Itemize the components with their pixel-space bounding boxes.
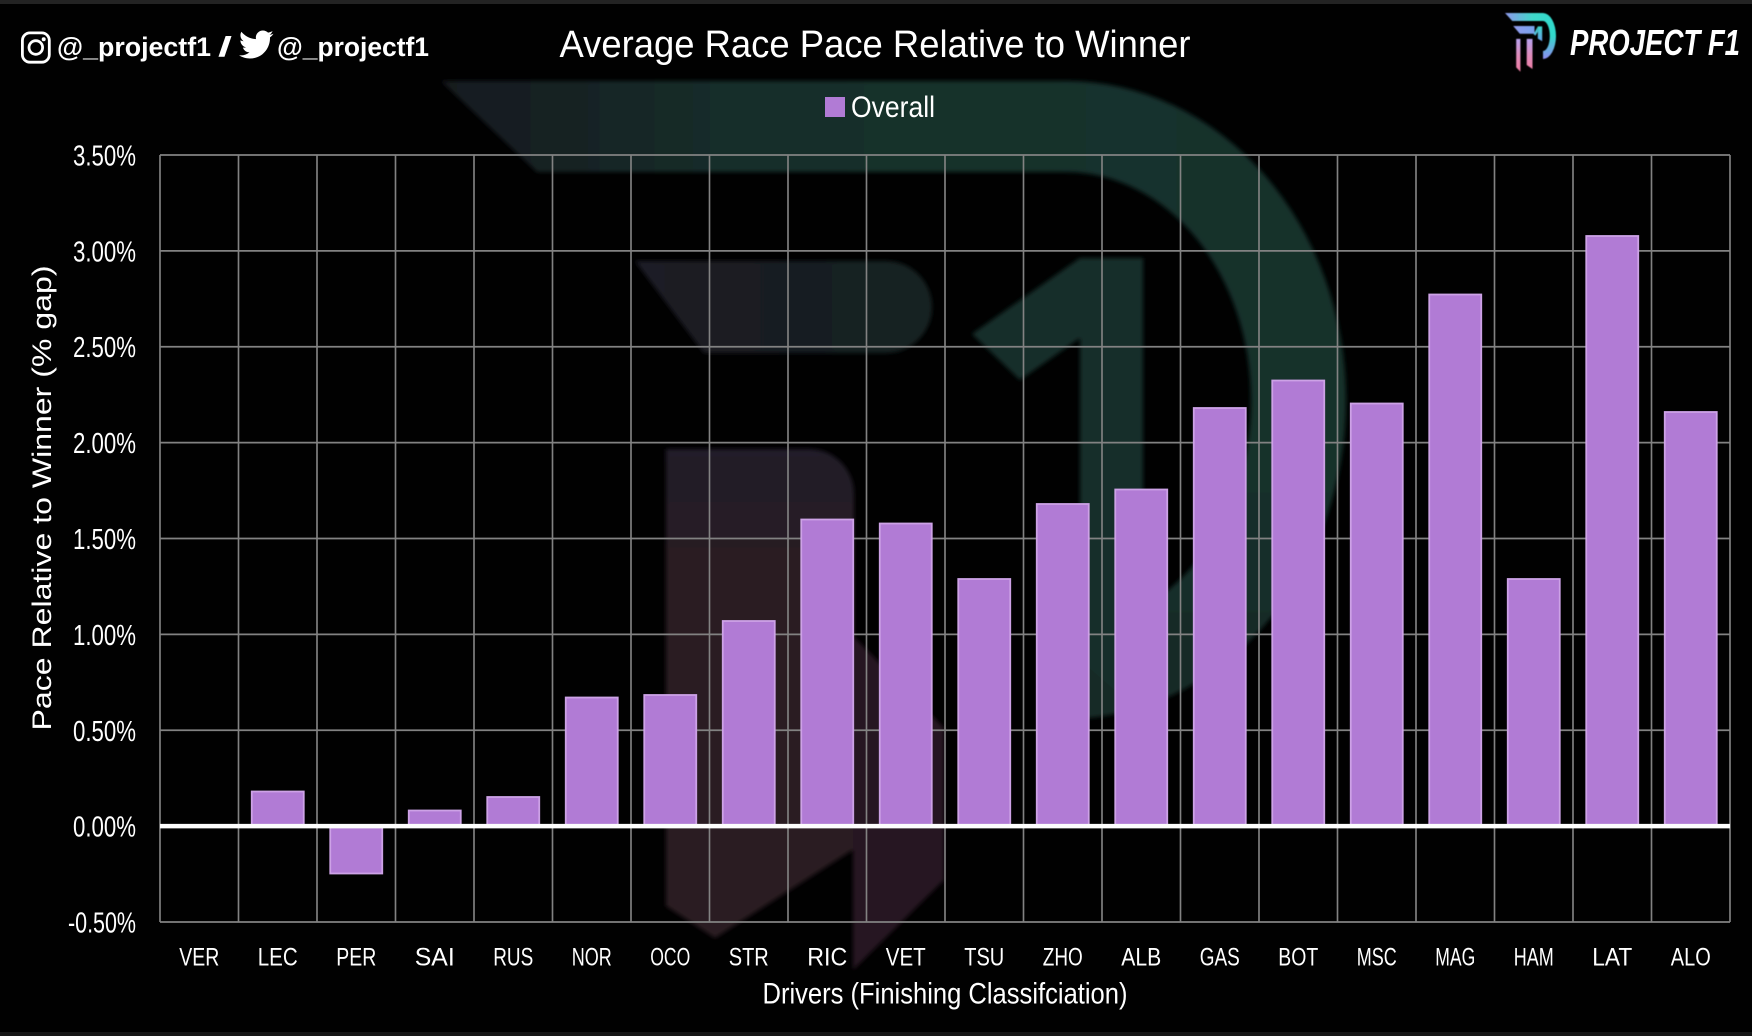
- svg-text:GAS: GAS: [1200, 944, 1240, 972]
- svg-text:RUS: RUS: [493, 944, 533, 972]
- svg-text:ALO: ALO: [1671, 944, 1711, 972]
- svg-text:STR: STR: [729, 944, 769, 972]
- svg-text:BOT: BOT: [1278, 944, 1318, 972]
- svg-text:VER: VER: [179, 944, 219, 972]
- svg-text:3.50%: 3.50%: [73, 141, 136, 173]
- svg-text:MAG: MAG: [1435, 944, 1475, 972]
- svg-text:PER: PER: [336, 944, 376, 972]
- svg-text:TSU: TSU: [964, 944, 1004, 972]
- svg-text:/: /: [218, 31, 232, 62]
- svg-text:-0.50%: -0.50%: [68, 908, 136, 940]
- svg-text:1.50%: 1.50%: [73, 524, 136, 556]
- svg-text:HAM: HAM: [1514, 944, 1554, 972]
- svg-text:RIC: RIC: [807, 944, 847, 972]
- svg-text:Overall: Overall: [851, 91, 935, 124]
- svg-text:PROJECT F1: PROJECT F1: [1570, 22, 1740, 63]
- svg-text:3.00%: 3.00%: [73, 236, 136, 268]
- svg-text:@_projectf1: @_projectf1: [277, 32, 429, 62]
- svg-text:VET: VET: [886, 944, 926, 972]
- svg-text:ALB: ALB: [1121, 944, 1161, 972]
- svg-text:Drivers (Finishing Classifciat: Drivers (Finishing Classifciation): [763, 978, 1128, 1011]
- svg-text:@_projectf1: @_projectf1: [57, 32, 211, 62]
- svg-text:LAT: LAT: [1592, 944, 1632, 972]
- svg-text:Pace Relative to Winner (% gap: Pace Relative to Winner (% gap): [27, 265, 57, 730]
- svg-text:0.50%: 0.50%: [73, 716, 136, 748]
- svg-text:1.00%: 1.00%: [73, 620, 136, 652]
- svg-text:MSC: MSC: [1357, 944, 1397, 972]
- svg-text:NOR: NOR: [572, 944, 612, 972]
- svg-text:Average Race Pace Relative to: Average Race Pace Relative to Winner: [560, 24, 1191, 66]
- svg-text:2.50%: 2.50%: [73, 332, 136, 364]
- svg-text:OCO: OCO: [650, 944, 690, 972]
- svg-text:LEC: LEC: [258, 944, 298, 972]
- svg-text:0.00%: 0.00%: [73, 812, 136, 844]
- svg-text:2.00%: 2.00%: [73, 428, 136, 460]
- svg-text:ZHO: ZHO: [1043, 944, 1083, 972]
- svg-text:SAI: SAI: [415, 944, 455, 972]
